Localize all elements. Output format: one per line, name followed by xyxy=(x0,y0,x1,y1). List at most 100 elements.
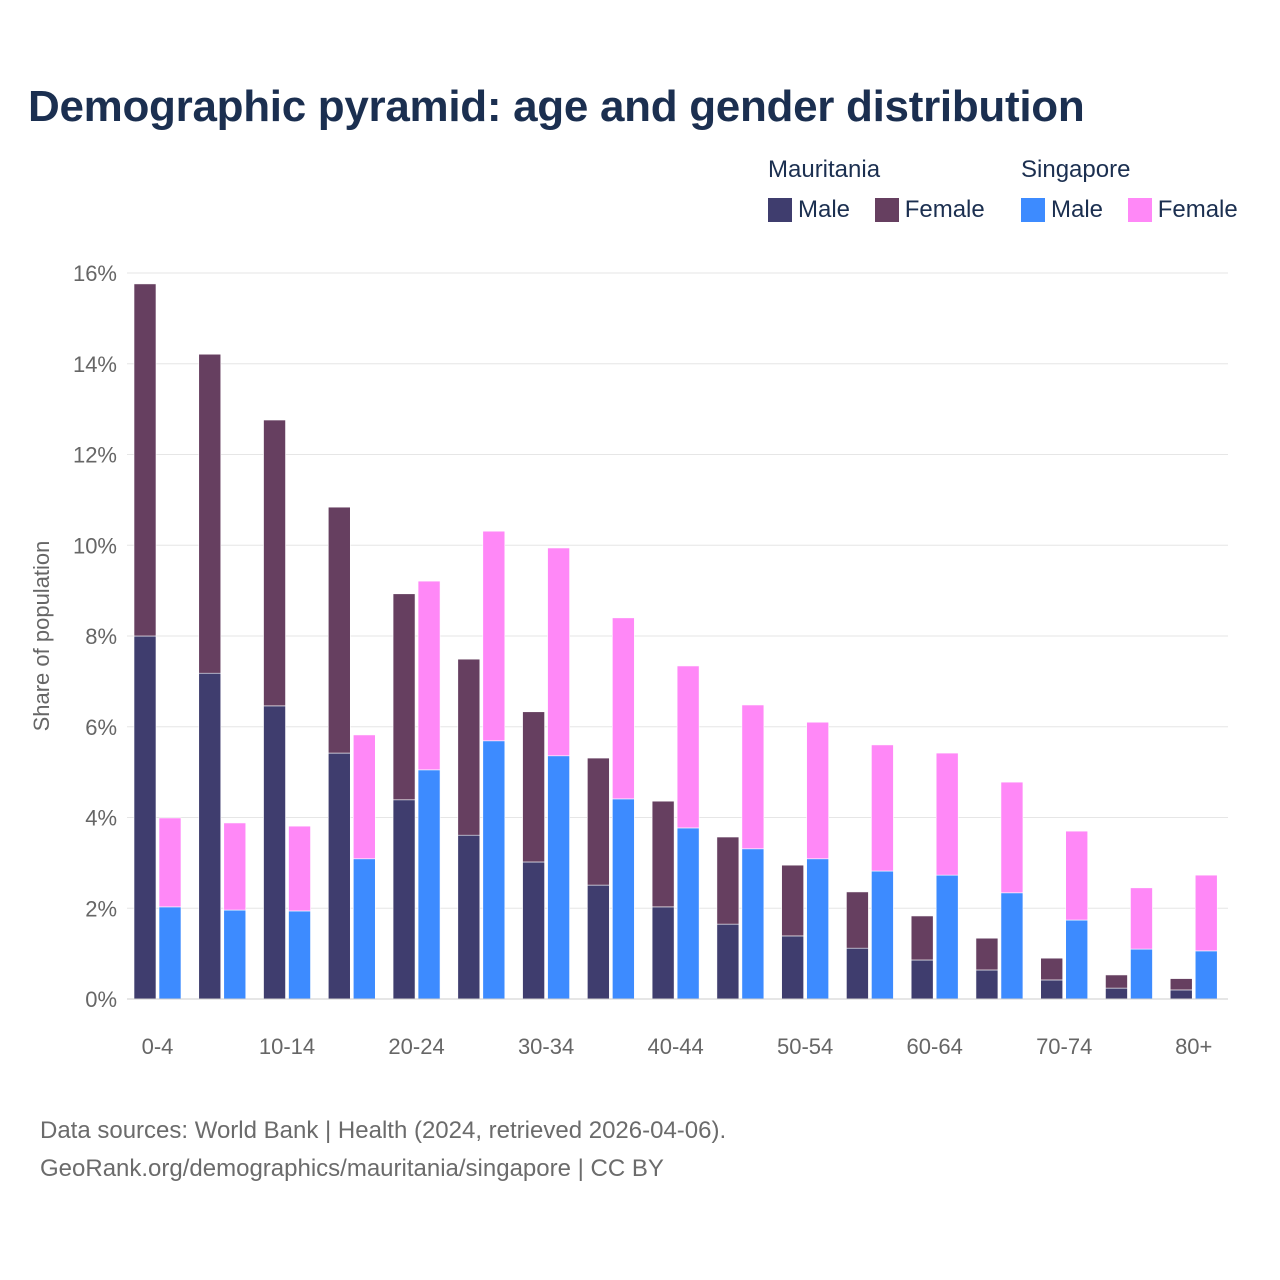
bar-mauritania-male xyxy=(716,923,740,1000)
bar-mauritania-male xyxy=(846,947,869,1000)
bar-singapore-male xyxy=(158,906,182,1000)
bar-mauritania-male xyxy=(1105,987,1128,1000)
x-tick-label: 20-24 xyxy=(388,1034,444,1059)
legend-singapore: Singapore Male Female xyxy=(1021,156,1238,229)
bar-singapore-female xyxy=(288,825,311,912)
bar-singapore-male xyxy=(1130,948,1153,1000)
bar-mauritania-female xyxy=(587,757,610,886)
legend-item-singapore-male: Male xyxy=(1021,196,1103,224)
legend-group-name: Mauritania xyxy=(768,156,881,183)
bar-singapore-male xyxy=(612,798,635,1000)
y-tick-label: 6% xyxy=(85,715,117,740)
bar-singapore-male xyxy=(1065,919,1089,1000)
bar-mauritania-male xyxy=(651,906,675,1000)
bar-singapore-male xyxy=(417,769,441,1000)
y-tick-label: 12% xyxy=(73,443,117,468)
bar-mauritania-male xyxy=(975,969,999,1000)
bar-mauritania-female xyxy=(133,283,157,637)
bar-singapore-male xyxy=(676,827,700,1000)
bar-singapore-female xyxy=(871,744,894,872)
bar-mauritania-female xyxy=(522,711,545,863)
bar-singapore-female xyxy=(1065,830,1089,921)
bar-mauritania-female xyxy=(975,937,999,971)
bar-mauritania-female xyxy=(1040,957,1064,981)
bar-mauritania-male xyxy=(781,935,804,1000)
bar-singapore-female xyxy=(676,665,700,829)
legend-label: Male xyxy=(1051,196,1104,223)
bar-mauritania-female xyxy=(910,915,934,961)
bar-singapore-male xyxy=(1000,892,1024,1000)
bar-mauritania-female xyxy=(1169,978,1193,991)
bar-mauritania-female xyxy=(1105,974,1128,989)
x-tick-label: 10-14 xyxy=(259,1034,315,1059)
bar-mauritania-male xyxy=(1040,979,1064,1000)
bar-singapore-female xyxy=(482,530,506,742)
bar-singapore-female xyxy=(547,547,570,757)
legend-item-mauritania-male: Male xyxy=(768,196,850,224)
y-tick-label: 16% xyxy=(73,261,117,286)
legend-label: Male xyxy=(798,196,851,223)
bar-singapore-male xyxy=(223,909,247,1000)
bar-mauritania-male xyxy=(1169,989,1193,1000)
bar-singapore-female xyxy=(935,752,959,876)
bar-mauritania-male xyxy=(522,861,545,1000)
legend-item-singapore-female: Female xyxy=(1127,196,1238,224)
bar-singapore-male xyxy=(741,848,765,1000)
bar-singapore-female xyxy=(1000,781,1024,894)
chart-title: Demographic pyramid: age and gender dist… xyxy=(28,82,1085,131)
bar-mauritania-male xyxy=(457,834,481,1000)
bar-singapore-female xyxy=(1130,887,1153,950)
bar-singapore-female xyxy=(158,817,182,908)
legend-mauritania: Mauritania Male Female xyxy=(768,156,1003,229)
x-tick-label: 30-34 xyxy=(518,1034,574,1059)
bar-mauritania-female xyxy=(651,800,675,908)
y-tick-label: 10% xyxy=(73,533,117,558)
bar-mauritania-female xyxy=(716,836,740,925)
y-tick-label: 4% xyxy=(85,806,117,831)
bar-singapore-male xyxy=(935,874,959,1000)
bar-mauritania-male xyxy=(392,799,416,1000)
bar-singapore-female xyxy=(223,822,247,911)
bar-mauritania-male xyxy=(910,959,934,1000)
bar-singapore-male xyxy=(871,870,894,1000)
footer-url: GeoRank.org/demographics/mauritania/sing… xyxy=(40,1155,664,1182)
legend-item-mauritania-female: Female xyxy=(874,196,985,224)
bar-mauritania-male xyxy=(587,884,610,1000)
y-tick-label: 0% xyxy=(85,987,117,1012)
legend-swatch xyxy=(1021,198,1045,222)
bar-mauritania-male xyxy=(133,635,157,1000)
bar-mauritania-female xyxy=(781,864,804,937)
bar-mauritania-female xyxy=(846,891,869,949)
bar-mauritania-female xyxy=(457,658,481,836)
y-tick-label: 14% xyxy=(73,352,117,377)
bar-singapore-male xyxy=(806,858,829,1000)
bar-singapore-male xyxy=(352,858,376,1000)
bar-mauritania-male xyxy=(263,705,286,1000)
bar-singapore-female xyxy=(741,704,765,850)
bar-singapore-female xyxy=(806,721,829,860)
legend-group-name: Singapore xyxy=(1021,156,1131,183)
bar-mauritania-female xyxy=(263,419,286,707)
bar-singapore-female xyxy=(417,580,441,771)
legend-swatch xyxy=(1127,198,1152,222)
bar-singapore-male xyxy=(288,910,311,1000)
bar-singapore-male xyxy=(547,755,570,1000)
x-tick-label: 70-74 xyxy=(1036,1034,1092,1059)
bar-mauritania-female xyxy=(198,353,222,674)
y-tick-label: 2% xyxy=(85,896,117,921)
x-tick-label: 0-4 xyxy=(142,1034,174,1059)
bar-singapore-male xyxy=(482,740,506,1000)
x-tick-label: 80+ xyxy=(1175,1034,1212,1059)
legend-swatch xyxy=(768,198,792,222)
bar-mauritania-female xyxy=(327,506,351,754)
bar-singapore-female xyxy=(352,734,376,860)
x-tick-label: 60-64 xyxy=(907,1034,963,1059)
bar-singapore-female xyxy=(1194,874,1218,952)
bar-singapore-female xyxy=(612,617,635,800)
x-tick-label: 40-44 xyxy=(647,1034,703,1059)
bar-mauritania-female xyxy=(392,593,416,801)
bar-mauritania-male xyxy=(198,672,222,1000)
y-tick-label: 8% xyxy=(85,624,117,649)
legend-label: Female xyxy=(904,196,985,223)
